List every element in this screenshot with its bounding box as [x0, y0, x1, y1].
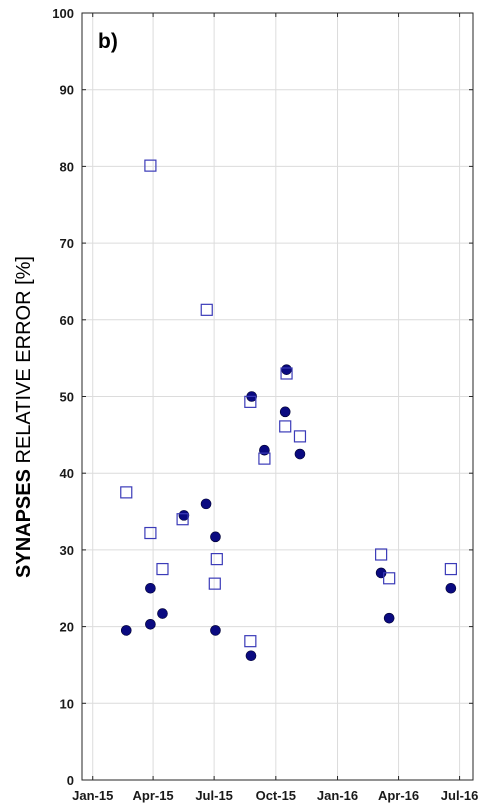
data-point-square [176, 513, 189, 526]
data-point-square [210, 553, 223, 566]
data-point-square [244, 635, 257, 648]
data-point-square [144, 159, 157, 172]
plot-frame [81, 12, 474, 781]
data-point-circle [281, 364, 292, 375]
data-point-square [280, 367, 293, 380]
y-tick-label: 20 [60, 620, 74, 635]
y-axis-label: SYNAPSES RELATIVE ERROR [%] [13, 256, 35, 578]
tick-labels: 0 10 20 30 40 50 60 70 80 90 100 Jan-15 Apr-15 Jul-15… [52, 6, 478, 803]
data-points [120, 159, 457, 662]
data-point-circle [279, 406, 291, 418]
x-tick-label: Oct-15 [256, 788, 296, 803]
y-tick-label: 100 [52, 6, 74, 21]
data-point-square [383, 572, 396, 585]
y-tick-label: 60 [60, 313, 74, 328]
y-tick-label: 40 [60, 466, 74, 481]
y-tick-label: 10 [60, 696, 74, 711]
data-point-circle [210, 625, 221, 636]
data-point-circle [294, 448, 306, 460]
x-tick-label: Apr-15 [132, 788, 173, 803]
axes [81, 12, 474, 781]
data-point-circle [210, 531, 221, 543]
data-point-circle [178, 510, 190, 521]
y-tick-label: 70 [60, 236, 74, 251]
data-point-square [258, 452, 271, 465]
data-point-circle [200, 498, 212, 510]
y-tick-label: 80 [60, 159, 74, 174]
data-point-square [244, 395, 257, 408]
y-tick-label: 50 [60, 390, 74, 405]
data-point-circle [145, 618, 156, 630]
data-point-circle [157, 608, 168, 619]
y-tick-label: 90 [60, 83, 74, 98]
y-axis-label-bold: SYNAPSES [13, 469, 35, 578]
y-tick-label: 0 [67, 773, 74, 788]
x-tick-label: Jan-16 [317, 788, 358, 803]
data-point-circle [245, 650, 257, 662]
data-point-circle [120, 625, 132, 636]
data-point-square [144, 526, 157, 540]
x-tick-label: Jul-16 [441, 788, 479, 803]
data-point-square [120, 486, 133, 499]
data-point-circle [445, 582, 457, 594]
data-point-square [279, 420, 292, 433]
grid-lines [82, 12, 473, 781]
panel-label: b) [98, 30, 118, 53]
y-axis-label-rest: RELATIVE ERROR [%] [13, 256, 35, 469]
data-point-square [208, 577, 221, 590]
data-point-square [375, 548, 388, 561]
y-tick-label: 30 [60, 543, 74, 558]
x-tick-label: Jul-15 [195, 788, 233, 803]
data-point-circle [145, 582, 156, 594]
data-point-square [293, 430, 307, 443]
data-point-square [200, 303, 213, 316]
data-point-circle [383, 612, 395, 624]
x-tick-label: Jan-15 [72, 788, 113, 803]
data-point-square [444, 562, 457, 576]
data-point-square [156, 562, 169, 576]
x-tick-label: Apr-16 [378, 788, 419, 803]
